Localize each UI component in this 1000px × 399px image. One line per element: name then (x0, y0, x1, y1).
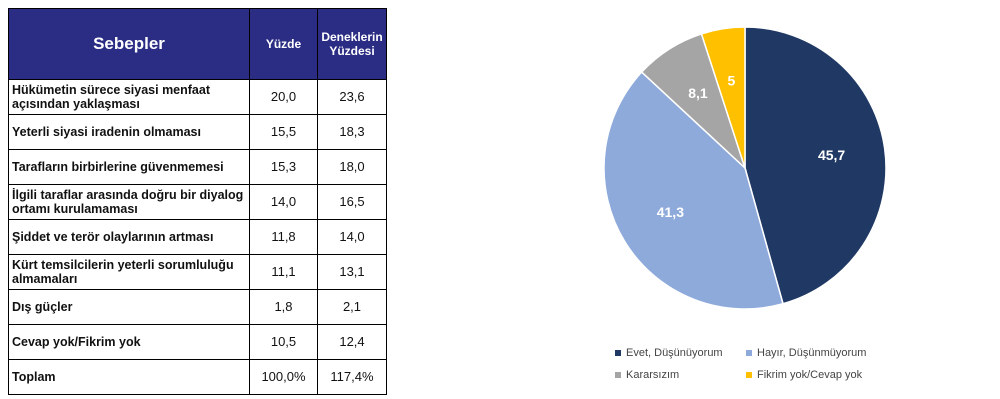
value-cell: 100,0% (249, 359, 318, 395)
header-cell: Deneklerin Yüzdesi (317, 8, 387, 80)
value-cell: 18,3 (317, 114, 387, 150)
table-row: Toplam 100,0% 117,4% (8, 359, 387, 395)
legend-label: Kararsızım (626, 369, 679, 381)
reason-cell: Toplam (8, 359, 250, 395)
value-cell: 117,4% (317, 359, 387, 395)
value-cell: 15,3 (249, 149, 318, 185)
value-cell: 13,1 (317, 254, 387, 290)
value-cell: 23,6 (317, 79, 387, 115)
value-cell: 11,1 (249, 254, 318, 290)
legend-marker (615, 372, 621, 378)
value-cell: 14,0 (249, 184, 318, 220)
reason-cell: Kürt temsilcilerin yeterli sorumluluğu a… (8, 254, 250, 290)
legend-label: Evet, Düşünüyorum (626, 347, 723, 359)
data-label: 45,7 (818, 147, 845, 163)
reason-cell: Şiddet ve terör olaylarının artması (8, 219, 250, 255)
table-row: Şiddet ve terör olaylarının artması 11,8 1… (8, 219, 387, 255)
legend-label: Hayır, Düşünmüyorum (757, 347, 866, 359)
pie-slice (700, 26, 746, 169)
reason-cell: Dış güçler (8, 289, 250, 325)
value-cell: 20,0 (249, 79, 318, 115)
value-cell: 12,4 (317, 324, 387, 360)
data-label: 8,1 (688, 85, 708, 101)
data-label: 41,3 (657, 204, 684, 220)
pie-slice (744, 26, 887, 305)
table-row: Yeterli siyasi iradenin olmaması 15,5 18,3 (8, 114, 387, 150)
reason-cell: Tarafların birbirlerine güvenmemesi (8, 149, 250, 185)
value-cell: 10,5 (249, 324, 318, 360)
legend-marker (746, 350, 752, 356)
table-row: Tarafların birbirlerine güvenmemesi 15,3 1… (8, 149, 387, 185)
legend-marker (746, 372, 752, 378)
value-cell: 2,1 (317, 289, 387, 325)
table-header: Sebepler Yüzde Deneklerin Yüzdesi (8, 8, 387, 80)
reason-cell: İlgili taraflar arasında doğru bir diyal… (8, 184, 250, 220)
table-row: Hükümetin sürece siyasi menfaat açısında… (8, 79, 387, 115)
table-row: Kürt temsilcilerin yeterli sorumluluğu a… (8, 254, 387, 290)
value-cell: 15,5 (249, 114, 318, 150)
header-cell: Yüzde (249, 8, 318, 80)
legend-label: Fikrim yok/Cevap yok (757, 369, 863, 381)
table: Sebepler Yüzde Deneklerin Yüzdesi Hükümeti… (8, 8, 387, 395)
reason-cell: Hükümetin sürece siyasi menfaat açısında… (8, 79, 250, 115)
data-label: 5 (727, 72, 735, 88)
value-cell: 1,8 (249, 289, 318, 325)
table-row: Dış güçler 1,8 2,1 (8, 289, 387, 325)
legend-marker (615, 350, 621, 356)
value-cell: 11,8 (249, 219, 318, 255)
table-row: İlgili taraflar arasında doğru bir diyal… (8, 184, 387, 220)
value-cell: 18,0 (317, 149, 387, 185)
table-row: Cevap yok/Fikrim yok 10,5 12,4 (8, 324, 387, 360)
reason-cell: Yeterli siyasi iradenin olmaması (8, 114, 250, 150)
chart: 45,7 41,3 8,1 5 Evet, Düşünüyorum Hayır, Düşü… (603, 26, 887, 381)
header-cell: Sebepler (8, 8, 250, 80)
reason-cell: Cevap yok/Fikrim yok (8, 324, 250, 360)
pie-slice (603, 70, 784, 310)
value-cell: 16,5 (317, 184, 387, 220)
value-cell: 14,0 (317, 219, 387, 255)
